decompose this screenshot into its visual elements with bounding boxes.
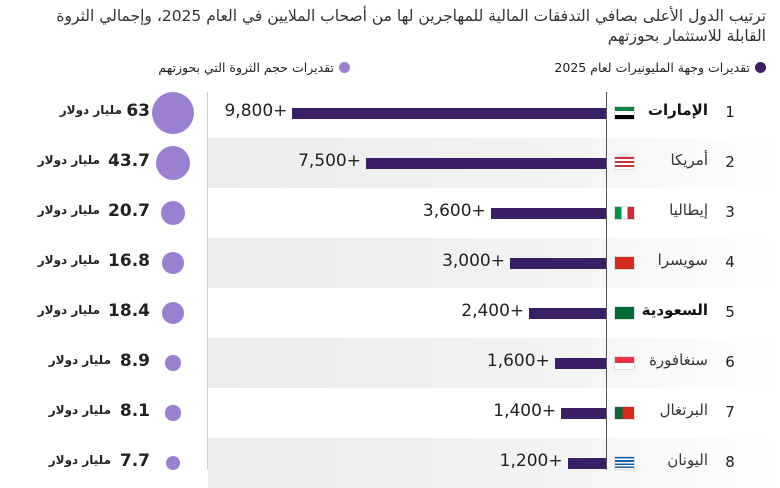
flag-ch-icon bbox=[614, 256, 635, 270]
country-label: أمريكا bbox=[670, 151, 708, 169]
legend-label: تقديرات حجم الثروة التي بحوزتهم bbox=[158, 60, 334, 75]
bar bbox=[561, 408, 606, 419]
table-row: 6 سنغافورة 1,600+ 8.9 مليار دولار bbox=[0, 338, 780, 388]
bar bbox=[490, 208, 606, 219]
table-row: 4 سويسرا 3,000+ 16.8 مليار دولار bbox=[0, 238, 780, 288]
flag-us-icon bbox=[614, 156, 635, 170]
row-background bbox=[208, 338, 780, 388]
bar-value-label: 1,400+ bbox=[493, 401, 557, 421]
rank-label: 2 bbox=[725, 153, 735, 171]
table-row: 7 البرتغال 1,400+ 8.1 مليار دولار bbox=[0, 388, 780, 438]
wealth-unit: مليار دولار bbox=[37, 153, 100, 167]
axis-line bbox=[606, 92, 607, 470]
table-row: 5 السعودية 2,400+ 18.4 مليار دولار bbox=[0, 288, 780, 338]
bar-value-label: 7,500+ bbox=[298, 151, 361, 171]
legend-dot-icon bbox=[339, 62, 350, 73]
wealth-value: 16.8 bbox=[108, 251, 150, 271]
wealth-value: 20.7 bbox=[108, 201, 150, 221]
table-row: 1 الإمارات 9,800+ 63 مليار دولار bbox=[0, 88, 780, 138]
rank-label: 1 bbox=[725, 103, 735, 121]
bar-value-label: 3,000+ bbox=[442, 251, 505, 271]
wealth-value: 63 bbox=[126, 101, 150, 121]
wealth-value: 7.7 bbox=[119, 451, 150, 471]
divider bbox=[207, 92, 208, 470]
wealth-unit: مليار دولار bbox=[37, 203, 100, 217]
rank-label: 4 bbox=[725, 253, 735, 271]
table-row: 3 إيطاليا 3,600+ 20.7 مليار دولار bbox=[0, 188, 780, 238]
wealth-circle bbox=[162, 252, 184, 274]
country-label: السعودية bbox=[641, 301, 708, 319]
wealth-unit: مليار دولار bbox=[59, 103, 122, 117]
chart-title: ترتيب الدول الأعلى بصافي التدفقات المالي… bbox=[56, 7, 766, 45]
table-row: 8 اليونان 1,200+ 7.7 مليار دولار bbox=[0, 438, 780, 488]
bar-value-label: 1,600+ bbox=[486, 351, 550, 371]
legend-item-wealth: تقديرات حجم الثروة التي بحوزتهم bbox=[158, 60, 350, 75]
legend-label: تقديرات وجهة المليونيرات لعام 2025 bbox=[554, 60, 750, 75]
bar bbox=[529, 308, 606, 319]
wealth-circle bbox=[161, 301, 185, 325]
flag-ae-icon bbox=[614, 106, 635, 120]
bar-value-label: 1,200+ bbox=[499, 451, 563, 471]
wealth-unit: مليار دولار bbox=[37, 253, 100, 267]
country-label: اليونان bbox=[667, 451, 708, 469]
flag-it-icon bbox=[614, 206, 635, 220]
bar-value-label: 9,800+ bbox=[224, 101, 288, 121]
rank-label: 3 bbox=[725, 203, 735, 221]
wealth-unit: مليار دولار bbox=[48, 403, 111, 417]
wealth-value: 18.4 bbox=[108, 301, 150, 321]
flag-sa-icon bbox=[614, 306, 635, 320]
bar-value-label: 2,400+ bbox=[461, 301, 525, 321]
wealth-circle bbox=[155, 145, 191, 181]
country-label: سويسرا bbox=[657, 251, 708, 269]
wealth-circle bbox=[165, 405, 181, 421]
wealth-unit: مليار دولار bbox=[37, 303, 100, 317]
flag-gr-icon bbox=[614, 456, 635, 470]
wealth-value: 8.1 bbox=[119, 401, 150, 421]
bar bbox=[292, 108, 606, 119]
wealth-unit: مليار دولار bbox=[48, 453, 111, 467]
flag-sg-icon bbox=[614, 356, 635, 370]
bar bbox=[567, 458, 606, 469]
flag-pt-icon bbox=[614, 406, 635, 420]
rank-label: 5 bbox=[725, 303, 735, 321]
bar bbox=[510, 258, 606, 269]
rank-label: 6 bbox=[725, 353, 735, 371]
bar bbox=[366, 158, 606, 169]
country-label: إيطاليا bbox=[669, 201, 708, 219]
country-label: البرتغال bbox=[659, 401, 708, 419]
legend-dot-icon bbox=[755, 62, 766, 73]
row-background bbox=[208, 238, 780, 288]
rank-label: 7 bbox=[725, 403, 735, 421]
wealth-circle bbox=[165, 355, 181, 371]
wealth-value: 8.9 bbox=[119, 351, 150, 371]
bar-value-label: 3,600+ bbox=[422, 201, 486, 221]
legend-item-destinations: تقديرات وجهة المليونيرات لعام 2025 bbox=[554, 60, 766, 75]
wealth-circle bbox=[165, 455, 181, 471]
wealth-circle bbox=[160, 200, 186, 226]
country-label: الإمارات bbox=[647, 101, 708, 119]
wealth-value: 43.7 bbox=[108, 151, 150, 171]
wealth-unit: مليار دولار bbox=[48, 353, 111, 367]
rank-label: 8 bbox=[725, 453, 735, 471]
country-label: سنغافورة bbox=[649, 351, 708, 369]
bar bbox=[554, 358, 606, 369]
table-row: 2 أمريكا 7,500+ 43.7 مليار دولار bbox=[0, 138, 780, 188]
wealth-circle bbox=[152, 92, 194, 134]
